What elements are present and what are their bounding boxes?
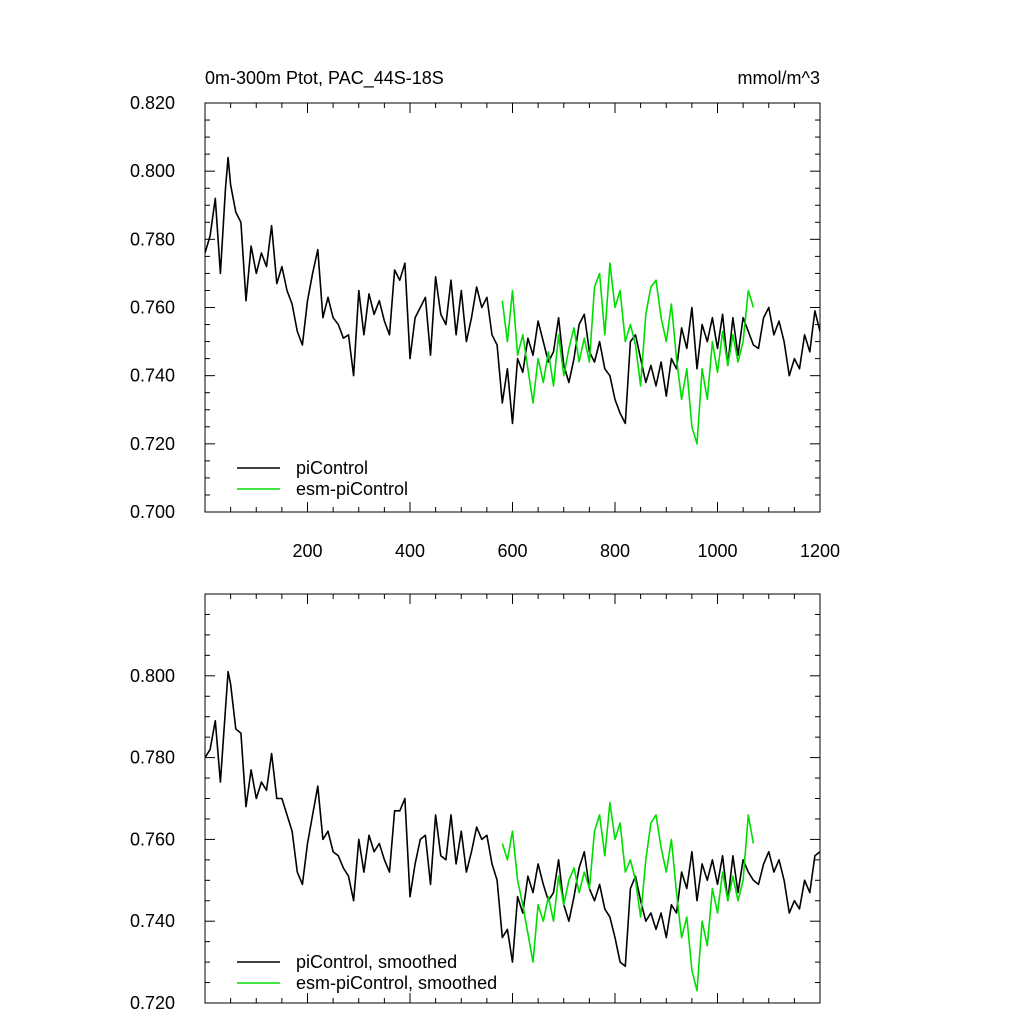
y-tick-label: 0.800 (130, 666, 175, 686)
series-line-black (205, 156, 820, 425)
y-tick-label: 0.720 (130, 434, 175, 454)
y-tick-label: 0.760 (130, 298, 175, 318)
y-tick-label: 0.740 (130, 911, 175, 931)
legend-label: piControl (296, 458, 368, 478)
chart-units-label: mmol/m^3 (738, 68, 820, 88)
plot-frame (204, 102, 821, 513)
y-tick-label: 0.780 (130, 229, 175, 249)
y-tick-label: 0.740 (130, 366, 175, 386)
legend-label: esm-piControl (296, 479, 408, 499)
bottom-panel: 0.720 0.740 0.760 0.780 0.800 piControl, smoo… (130, 593, 821, 1013)
legend-label: esm-piControl, smoothed (296, 973, 497, 993)
x-tick-label: 1000 (697, 541, 737, 561)
legend-label: piControl, smoothed (296, 952, 457, 972)
series-line-green (501, 262, 755, 445)
y-tick-label: 0.820 (130, 93, 175, 113)
plot-frame (204, 593, 821, 1004)
x-tick-label: 600 (497, 541, 527, 561)
x-tick-label: 200 (292, 541, 322, 561)
x-tick-label: 800 (600, 541, 630, 561)
y-tick-label: 0.800 (130, 161, 175, 181)
y-tick-label: 0.700 (130, 502, 175, 522)
y-tick-label: 0.720 (130, 993, 175, 1013)
top-panel: 200 400 600 800 1000 1200 0.700 0.720 0.740 0.760… (130, 93, 840, 561)
x-tick-label: 1200 (800, 541, 840, 561)
chart-title-left: 0m-300m Ptot, PAC_44S-18S (205, 68, 444, 89)
y-tick-label: 0.760 (130, 829, 175, 849)
x-tick-label: 400 (395, 541, 425, 561)
y-tick-label: 0.780 (130, 748, 175, 768)
series-line-green (501, 801, 755, 992)
series-line-black (205, 670, 820, 968)
